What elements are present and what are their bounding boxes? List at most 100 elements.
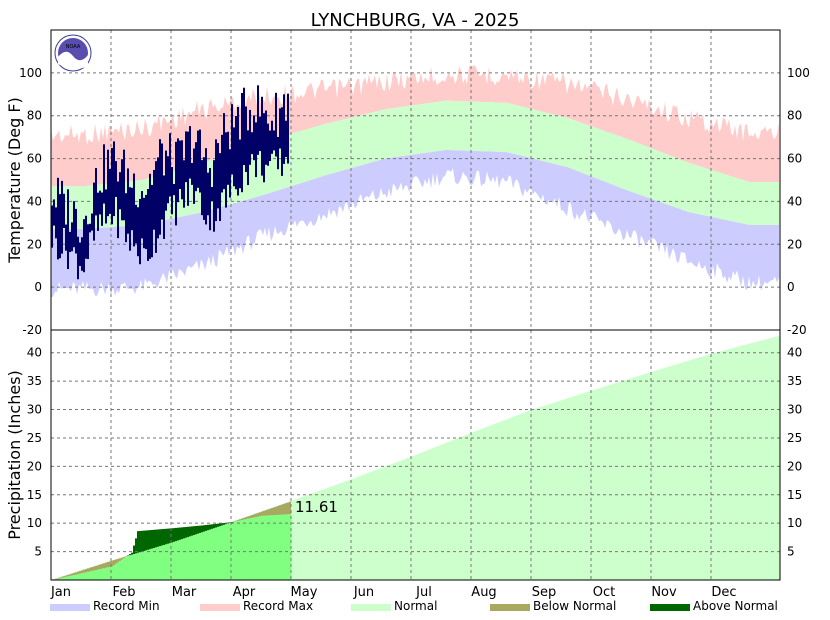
above-normal-bar <box>187 526 189 538</box>
observed-precip-bar <box>113 565 115 580</box>
below-normal-bar <box>115 559 117 564</box>
chart-title: LYNCHBURG, VA - 2025 <box>311 10 520 31</box>
above-normal-bar <box>229 522 231 523</box>
above-normal-bar <box>171 528 173 543</box>
observed-precip-bar <box>229 522 231 580</box>
below-normal-bar <box>85 569 87 573</box>
below-normal-bar <box>233 521 235 522</box>
temp-ytick-right: -20 <box>787 323 807 337</box>
below-normal-bar <box>279 505 281 515</box>
temperature-grid <box>51 30 780 330</box>
observed-precip-bar <box>93 570 95 580</box>
observed-precip-bar <box>87 571 89 580</box>
observed-precip-bar <box>111 566 113 580</box>
observed-precip-bar <box>161 545 163 580</box>
below-normal-bar <box>65 575 67 577</box>
observed-precip-bar <box>191 535 193 580</box>
below-normal-bar <box>93 566 95 571</box>
normal-band <box>51 100 779 230</box>
observed-precip-bar <box>71 575 73 580</box>
observed-precip-bar <box>287 514 289 580</box>
below-normal-bar <box>91 567 93 571</box>
temp-ytick-left: -20 <box>22 323 42 337</box>
below-normal-bar <box>95 565 97 570</box>
observed-precip-bar <box>169 543 171 580</box>
observed-precip-bar <box>103 568 105 580</box>
observed-precip-bar <box>171 542 173 580</box>
below-normal-bar <box>289 501 291 515</box>
temperature-axis-label: Temperature (Deg F) <box>5 97 24 264</box>
observed-precip-bar <box>251 517 253 580</box>
above-normal-bar <box>183 527 185 539</box>
above-normal-bar <box>197 525 199 534</box>
observed-precip-bar <box>231 522 233 580</box>
observed-precip-bar <box>153 547 155 580</box>
precip-ytick-right: 40 <box>787 346 802 360</box>
below-normal-bar <box>241 518 243 520</box>
observed-precip-bar <box>123 558 125 580</box>
below-normal-bar <box>117 558 119 563</box>
below-normal-bar <box>247 516 249 519</box>
observed-precip-bar <box>89 571 91 580</box>
precip-ytick-right: 5 <box>787 545 795 559</box>
observed-precip-bar <box>143 550 145 580</box>
above-normal-bar <box>231 522 233 523</box>
below-normal-bar <box>81 570 83 574</box>
observed-precip-bar <box>205 530 207 580</box>
above-normal-bar <box>191 526 193 536</box>
above-normal-bar <box>149 530 151 550</box>
observed-precip-bar <box>151 548 153 580</box>
precip-ytick-left: 25 <box>27 431 42 445</box>
observed-precip-area <box>51 501 291 581</box>
above-normal-bar <box>141 530 143 552</box>
above-normal-bar <box>193 526 195 535</box>
below-normal-bar <box>259 512 261 517</box>
observed-precip-bar <box>283 514 285 580</box>
below-normal-bar <box>113 560 115 565</box>
observed-precip-bar <box>279 514 281 580</box>
observed-temperature-bars <box>51 85 289 280</box>
above-normal-bar <box>185 526 187 538</box>
below-normal-bar <box>101 563 103 569</box>
temp-ytick-right: 100 <box>787 66 810 80</box>
observed-precip-bar <box>57 578 59 580</box>
observed-precip-bar <box>149 549 151 580</box>
precip-ytick-right: 20 <box>787 459 802 473</box>
above-normal-bar <box>177 527 179 541</box>
observed-precip-bar <box>271 515 273 580</box>
below-normal-bar <box>83 569 85 573</box>
below-normal-bar <box>283 503 285 515</box>
precip-ytick-right: 10 <box>787 516 802 530</box>
precip-ytick-left: 20 <box>27 459 42 473</box>
above-normal-bar <box>199 525 201 533</box>
above-normal-bar <box>223 522 225 525</box>
temp-ytick-right: 60 <box>787 152 802 166</box>
legend-swatch <box>351 604 391 611</box>
above-normal-bar <box>129 554 131 556</box>
temp-ytick-left: 40 <box>27 194 42 208</box>
temp-ytick-right: 80 <box>787 109 802 123</box>
observed-precip-bar <box>139 552 141 580</box>
below-normal-bar <box>253 514 255 518</box>
observed-precip-bar <box>109 566 111 580</box>
observed-precip-bar <box>259 516 261 580</box>
above-normal-bar <box>135 538 137 554</box>
temp-ytick-right: 0 <box>787 280 795 294</box>
observed-precip-bar <box>273 515 275 580</box>
legend-label: Above Normal <box>693 599 778 613</box>
below-normal-bar <box>71 573 73 576</box>
observed-precip-bar <box>199 532 201 580</box>
month-label: Apr <box>233 585 256 600</box>
observed-precip-bar <box>277 514 279 580</box>
precipitation-grid <box>51 330 780 580</box>
observed-precip-bar <box>97 569 99 580</box>
observed-precip-bar <box>59 578 61 580</box>
above-normal-bar <box>131 552 133 555</box>
below-normal-bar <box>77 571 79 575</box>
observed-precip-bar <box>133 554 135 580</box>
legend-swatch <box>490 604 530 611</box>
month-label: Jul <box>415 585 432 600</box>
below-normal-bar <box>61 576 63 578</box>
month-label: Sep <box>532 585 557 600</box>
observed-precip-bar <box>79 573 81 580</box>
